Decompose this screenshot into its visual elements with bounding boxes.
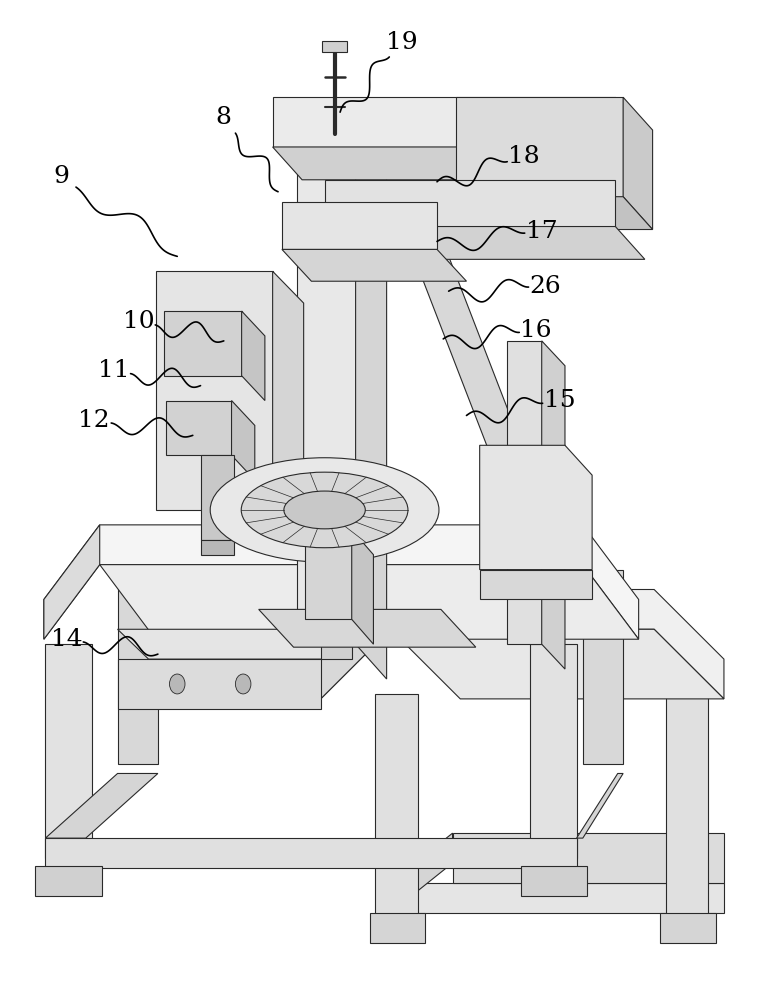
Text: 11: 11 bbox=[98, 359, 130, 382]
Polygon shape bbox=[164, 311, 241, 376]
Polygon shape bbox=[390, 629, 724, 699]
Text: 10: 10 bbox=[123, 310, 155, 332]
Polygon shape bbox=[375, 694, 418, 918]
Polygon shape bbox=[45, 773, 158, 838]
Polygon shape bbox=[100, 565, 639, 639]
Polygon shape bbox=[321, 589, 390, 699]
Polygon shape bbox=[507, 341, 542, 644]
Circle shape bbox=[235, 674, 251, 694]
Polygon shape bbox=[456, 197, 653, 230]
Text: 19: 19 bbox=[387, 31, 418, 54]
Polygon shape bbox=[369, 913, 426, 943]
Polygon shape bbox=[273, 147, 645, 180]
Polygon shape bbox=[583, 570, 623, 764]
Polygon shape bbox=[452, 833, 724, 883]
Polygon shape bbox=[35, 866, 102, 896]
Text: 16: 16 bbox=[520, 319, 552, 342]
Polygon shape bbox=[273, 97, 615, 147]
Polygon shape bbox=[661, 913, 716, 943]
Text: 15: 15 bbox=[544, 389, 576, 412]
Ellipse shape bbox=[241, 472, 408, 548]
Polygon shape bbox=[542, 341, 565, 669]
Polygon shape bbox=[44, 525, 100, 639]
Polygon shape bbox=[390, 883, 724, 913]
Ellipse shape bbox=[284, 491, 366, 529]
Ellipse shape bbox=[210, 458, 439, 562]
Polygon shape bbox=[118, 629, 351, 659]
Polygon shape bbox=[45, 838, 576, 868]
Polygon shape bbox=[156, 271, 273, 510]
Text: 8: 8 bbox=[216, 106, 232, 129]
Polygon shape bbox=[390, 833, 452, 913]
Polygon shape bbox=[241, 311, 265, 401]
Polygon shape bbox=[166, 401, 231, 455]
Polygon shape bbox=[456, 97, 623, 197]
Text: 26: 26 bbox=[530, 275, 562, 298]
Polygon shape bbox=[45, 644, 92, 858]
Polygon shape bbox=[273, 271, 304, 542]
Polygon shape bbox=[282, 202, 437, 249]
Polygon shape bbox=[480, 570, 592, 599]
Text: 18: 18 bbox=[508, 145, 540, 168]
Polygon shape bbox=[282, 249, 466, 281]
Polygon shape bbox=[521, 866, 587, 896]
Polygon shape bbox=[323, 41, 347, 52]
Polygon shape bbox=[576, 773, 623, 838]
Polygon shape bbox=[118, 570, 158, 764]
Circle shape bbox=[169, 674, 185, 694]
Polygon shape bbox=[259, 609, 476, 647]
Polygon shape bbox=[298, 132, 355, 644]
Polygon shape bbox=[201, 540, 234, 555]
Polygon shape bbox=[414, 256, 569, 568]
Polygon shape bbox=[623, 97, 653, 230]
Text: 17: 17 bbox=[526, 220, 558, 243]
Polygon shape bbox=[305, 530, 351, 619]
Text: 12: 12 bbox=[78, 409, 110, 432]
Polygon shape bbox=[44, 525, 639, 639]
Polygon shape bbox=[231, 401, 255, 480]
Polygon shape bbox=[321, 589, 724, 699]
Polygon shape bbox=[480, 445, 592, 570]
Text: 14: 14 bbox=[51, 628, 82, 651]
Polygon shape bbox=[325, 227, 645, 259]
Polygon shape bbox=[615, 97, 645, 180]
Polygon shape bbox=[530, 644, 576, 858]
Polygon shape bbox=[351, 530, 373, 644]
Polygon shape bbox=[355, 132, 387, 679]
Polygon shape bbox=[665, 694, 708, 918]
Polygon shape bbox=[118, 659, 321, 709]
Polygon shape bbox=[201, 455, 234, 540]
Text: 9: 9 bbox=[53, 165, 69, 188]
Polygon shape bbox=[321, 629, 351, 659]
Polygon shape bbox=[325, 180, 615, 227]
